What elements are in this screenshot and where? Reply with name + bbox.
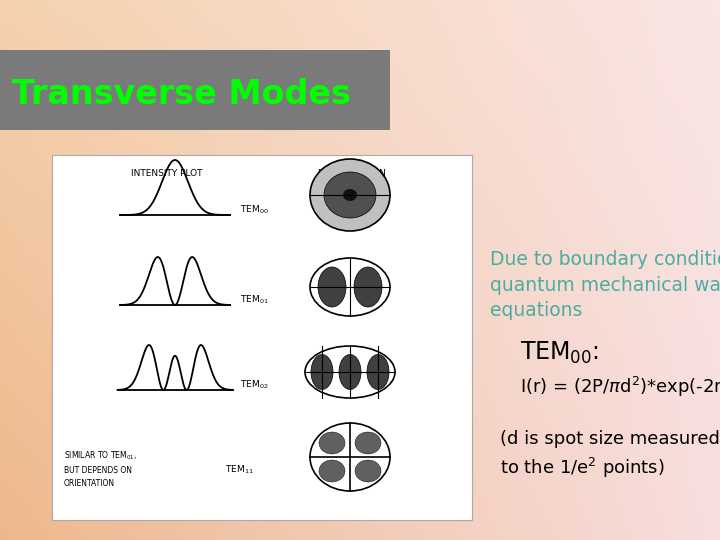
Ellipse shape [305,346,395,398]
Text: Transverse Modes: Transverse Modes [12,78,351,111]
Text: TEM$_{00}$:: TEM$_{00}$: [520,340,599,366]
Ellipse shape [311,354,333,389]
Ellipse shape [319,432,345,454]
Text: TEM$_{00}$: TEM$_{00}$ [240,204,269,216]
Ellipse shape [310,258,390,316]
Text: TEM$_{01}$: TEM$_{01}$ [240,294,269,306]
Bar [0,50,390,130]
Text: I(r) = (2P/$\pi$d$^2$)*exp(-2r$^2$/d$^2$): I(r) = (2P/$\pi$d$^2$)*exp(-2r$^2$/d$^2$… [520,375,720,399]
Text: BEAM PATTERN: BEAM PATTERN [318,168,386,178]
Ellipse shape [367,354,389,389]
Ellipse shape [319,460,345,482]
Ellipse shape [318,267,346,307]
Text: SIMILAR TO TEM$_{01}$,
BUT DEPENDS ON
ORIENTATION: SIMILAR TO TEM$_{01}$, BUT DEPENDS ON OR… [64,450,137,488]
Ellipse shape [343,189,357,201]
Text: INTENSITY PLOT: INTENSITY PLOT [131,168,203,178]
Text: Due to boundary conditions and
quantum mechanical wave
equations: Due to boundary conditions and quantum m… [490,250,720,321]
Ellipse shape [355,460,381,482]
Ellipse shape [355,432,381,454]
Ellipse shape [310,423,390,491]
Text: (d is spot size measured
to the 1/e$^2$ points): (d is spot size measured to the 1/e$^2$ … [500,430,720,480]
Ellipse shape [339,354,361,389]
Text: TEM$_{11}$: TEM$_{11}$ [225,464,253,476]
Ellipse shape [310,159,390,231]
Bar [52,155,472,520]
Ellipse shape [324,172,376,218]
Ellipse shape [354,267,382,307]
Text: TEM$_{02}$: TEM$_{02}$ [240,379,269,392]
